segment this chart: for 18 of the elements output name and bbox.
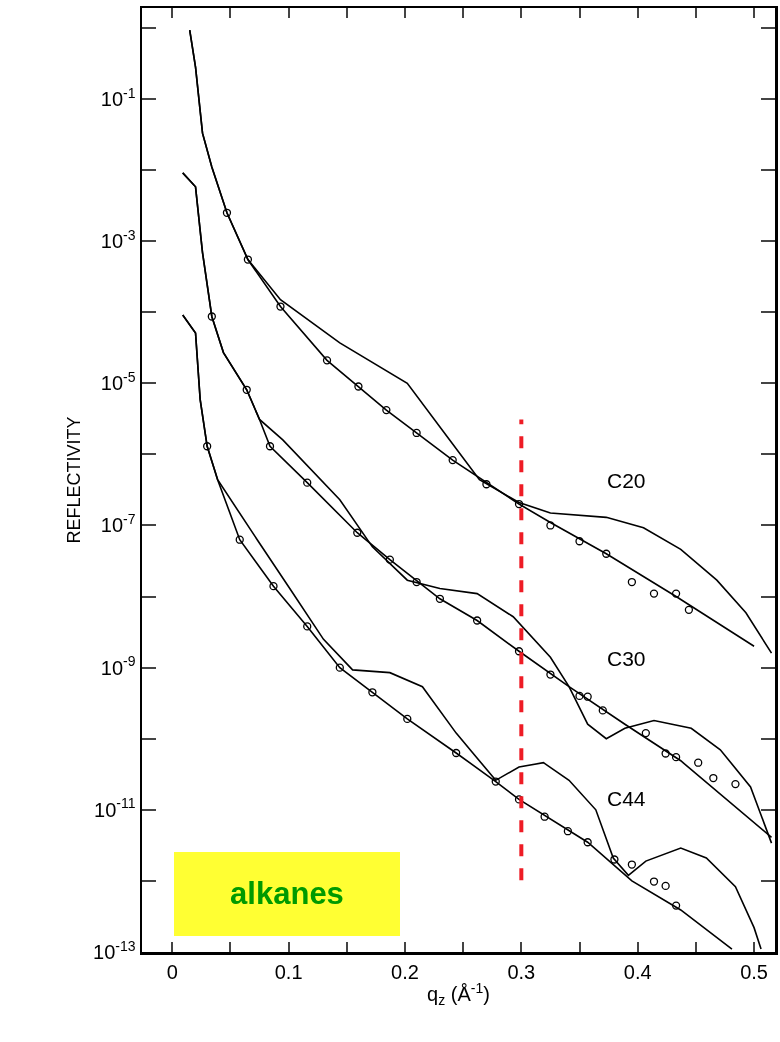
annotation: C30 [607, 647, 646, 670]
x-tick-label: 0.1 [274, 960, 303, 983]
x-tick-label: 0.2 [391, 960, 419, 983]
y-tick-label: 10$^{-11}$ [94, 795, 136, 821]
x-axis-title: q$_{z}$ (Å$^{-1}$) [427, 979, 490, 1009]
y-tick-label: 10$^{-7}$ [100, 511, 136, 537]
annotation: C20 [607, 469, 646, 492]
x-tick-label: 0 [166, 960, 178, 983]
y-tick-label: 10$^{-3}$ [100, 226, 136, 253]
x-tick-label: 0.3 [507, 960, 536, 983]
x-tick-label: 0.5 [740, 960, 768, 983]
y-axis-title: REFLECTIVITY [63, 416, 84, 544]
annotation: C44 [607, 787, 646, 810]
y-tick-label: 10$^{-13}$ [93, 937, 136, 963]
y-tick-label: 10$^{-9}$ [100, 653, 136, 679]
x-tick-label: 0.4 [623, 960, 652, 983]
y-tick-label: 10$^{-5}$ [100, 368, 136, 395]
y-tick-label: 10$^{-1}$ [100, 84, 136, 110]
